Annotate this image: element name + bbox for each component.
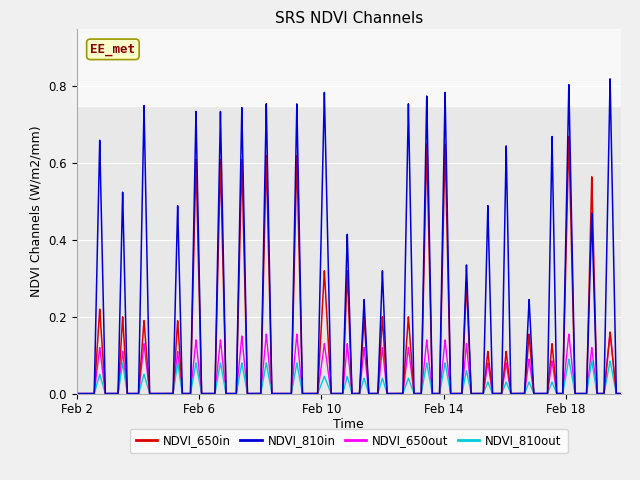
- Title: SRS NDVI Channels: SRS NDVI Channels: [275, 11, 423, 26]
- Bar: [77, 29, 621, 106]
- X-axis label: Time: Time: [333, 418, 364, 431]
- Legend: NDVI_650in, NDVI_810in, NDVI_650out, NDVI_810out: NDVI_650in, NDVI_810in, NDVI_650out, NDV…: [130, 429, 568, 454]
- Y-axis label: NDVI Channels (W/m2/mm): NDVI Channels (W/m2/mm): [30, 125, 43, 297]
- Text: EE_met: EE_met: [90, 43, 136, 56]
